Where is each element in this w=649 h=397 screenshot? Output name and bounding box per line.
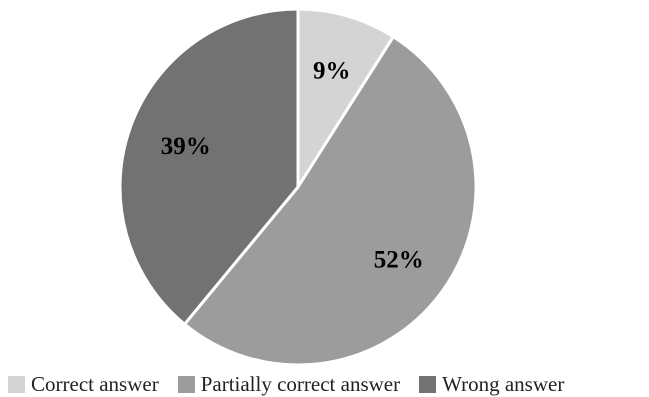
pie-plot-area: 9% 52% 39%: [118, 7, 478, 367]
legend: Correct answer Partially correct answer Wr…: [8, 372, 564, 397]
pie-slice-partially-correct-answer: [183, 35, 478, 367]
legend-swatch-wrong-answer: [419, 376, 437, 393]
legend-item-correct-answer: Correct answer: [8, 374, 159, 395]
legend-label-correct-answer: Correct answer: [31, 372, 159, 396]
pie-data-labels: 9% 52% 39%: [161, 57, 424, 273]
data-label-correct-answer: 9%: [313, 57, 351, 84]
data-label-wrong-answer: 39%: [161, 133, 211, 160]
legend-label-partially-correct-answer: Partially correct answer: [200, 372, 401, 396]
pie-slices: [118, 7, 478, 367]
pie-slice-correct-answer: [296, 7, 395, 189]
data-label-partially-correct-answer: 52%: [374, 247, 424, 274]
legend-swatch-correct-answer: [8, 376, 25, 393]
pie-slice-wrong-answer: [118, 7, 300, 326]
legend-swatch-partially-correct-answer: [177, 376, 195, 393]
legend-item-partially-correct-answer: Partially correct answer: [177, 372, 401, 396]
legend-label-wrong-answer: Wrong answer: [442, 372, 565, 396]
legend-item-wrong-answer: Wrong answer: [419, 374, 564, 395]
